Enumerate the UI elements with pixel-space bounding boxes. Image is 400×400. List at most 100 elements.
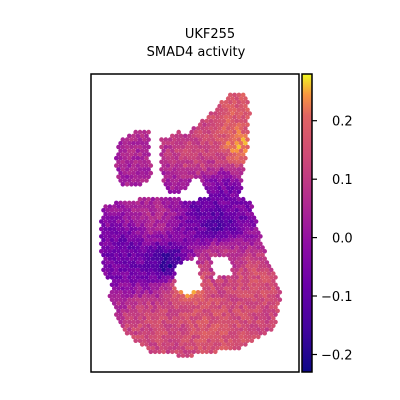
- spot: [154, 316, 160, 321]
- spot: [133, 152, 138, 157]
- spot: [139, 215, 145, 221]
- spot: [258, 256, 263, 262]
- spot: [165, 237, 171, 243]
- spot: [161, 290, 166, 295]
- spot: [157, 297, 162, 303]
- spot: [208, 334, 214, 340]
- spot: [101, 237, 106, 243]
- spot: [120, 256, 126, 262]
- spot: [157, 230, 162, 235]
- spot: [127, 141, 132, 146]
- spot: [234, 141, 240, 146]
- spot: [118, 267, 123, 273]
- spot: [189, 345, 194, 351]
- spot: [170, 237, 175, 243]
- spot: [210, 330, 216, 336]
- spot: [170, 222, 175, 228]
- spot: [139, 208, 145, 213]
- spot: [200, 327, 205, 332]
- spot: [213, 334, 218, 340]
- spot: [133, 278, 138, 284]
- spot: [230, 208, 235, 213]
- spot: [187, 334, 192, 340]
- spot: [172, 256, 177, 262]
- spot: [144, 155, 149, 161]
- spot: [210, 241, 216, 247]
- spot: [144, 230, 149, 235]
- spot: [120, 323, 126, 329]
- spot: [240, 286, 246, 291]
- spot: [150, 293, 156, 299]
- spot: [213, 133, 218, 139]
- spot: [258, 249, 263, 254]
- spot: [202, 122, 207, 127]
- spot: [122, 312, 128, 317]
- spot: [170, 349, 175, 355]
- spot: [185, 308, 190, 314]
- spot: [225, 200, 231, 206]
- spot: [157, 215, 162, 221]
- spot: [215, 293, 220, 299]
- spot: [133, 263, 138, 269]
- spot: [221, 312, 227, 317]
- spot: [217, 304, 222, 310]
- spot: [213, 312, 218, 317]
- spot: [234, 118, 240, 124]
- spot: [206, 211, 212, 217]
- spot: [185, 219, 190, 224]
- spot: [159, 226, 164, 232]
- spot: [215, 107, 220, 113]
- spot: [172, 263, 177, 269]
- spot: [210, 316, 216, 321]
- spot: [200, 118, 205, 124]
- spot: [258, 293, 263, 299]
- spot: [215, 301, 220, 306]
- spot: [105, 267, 111, 273]
- spot: [120, 241, 126, 247]
- spot: [191, 155, 197, 161]
- spot: [131, 200, 136, 206]
- spot: [178, 133, 184, 139]
- spot: [240, 278, 246, 284]
- spot: [268, 267, 274, 273]
- spot: [122, 163, 128, 168]
- spot: [262, 278, 268, 284]
- spot: [260, 304, 265, 310]
- spot: [139, 334, 145, 340]
- spot: [124, 271, 130, 276]
- spot: [221, 252, 227, 258]
- spot: [107, 256, 113, 262]
- spot: [116, 204, 121, 209]
- spot: [232, 293, 237, 299]
- spot: [137, 338, 143, 344]
- spot: [187, 215, 192, 221]
- spot: [116, 241, 121, 247]
- spot: [163, 316, 169, 321]
- spot: [152, 282, 158, 288]
- spot: [228, 107, 233, 113]
- spot: [172, 189, 177, 194]
- spot: [238, 304, 244, 310]
- spot: [131, 260, 136, 265]
- spot: [105, 245, 111, 250]
- spot: [200, 312, 205, 317]
- spot: [206, 144, 212, 150]
- spot: [215, 122, 220, 127]
- spot: [118, 163, 123, 168]
- spot: [127, 133, 132, 139]
- spot: [191, 319, 197, 325]
- spot: [217, 133, 222, 139]
- spot: [213, 200, 218, 206]
- spot: [238, 208, 244, 213]
- spot: [228, 226, 233, 232]
- spot: [236, 263, 242, 269]
- spot: [174, 200, 179, 206]
- spot: [152, 222, 158, 228]
- spot: [187, 222, 192, 228]
- spot: [236, 249, 242, 254]
- spot: [234, 237, 240, 243]
- spot: [249, 226, 255, 232]
- spot: [215, 182, 220, 187]
- spot: [163, 256, 169, 262]
- spot: [258, 263, 263, 269]
